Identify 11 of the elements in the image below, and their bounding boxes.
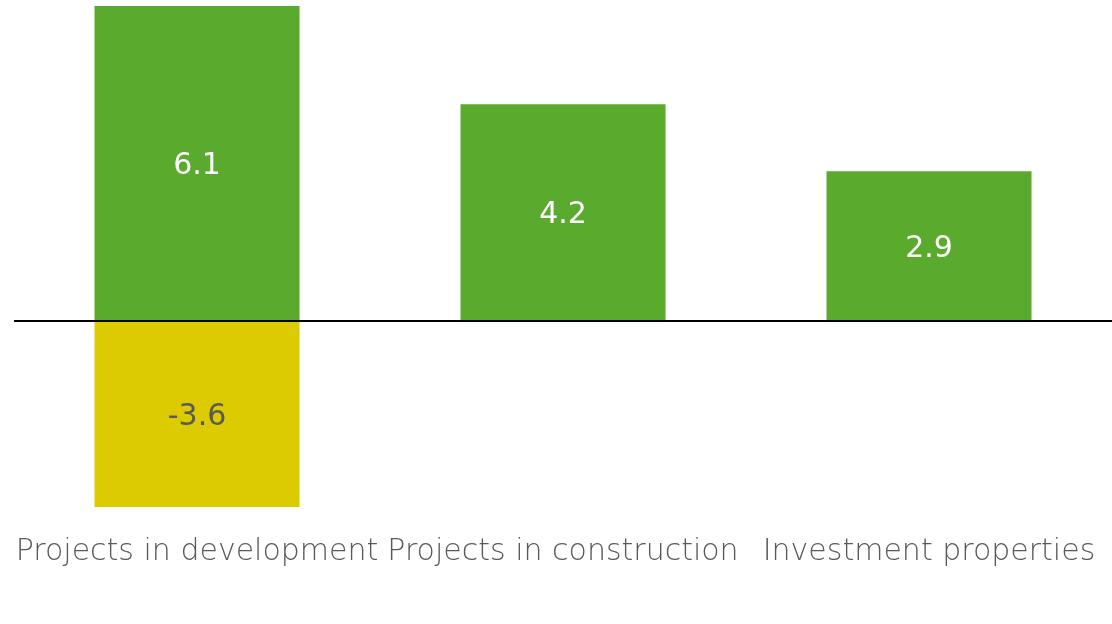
data-label: 2.9: [905, 228, 953, 264]
data-label: 4.2: [539, 195, 587, 231]
data-label: 6.1: [173, 146, 221, 182]
bar: [826, 171, 1032, 322]
x-tick-label: Investment properties: [762, 532, 1096, 568]
bar: [94, 6, 300, 322]
x-tick-label: Projects in development: [15, 532, 379, 568]
bar: [94, 321, 300, 507]
data-label: -3.6: [167, 396, 227, 432]
bar: [460, 104, 666, 322]
x-tick-label: Projects in construction: [387, 532, 739, 568]
